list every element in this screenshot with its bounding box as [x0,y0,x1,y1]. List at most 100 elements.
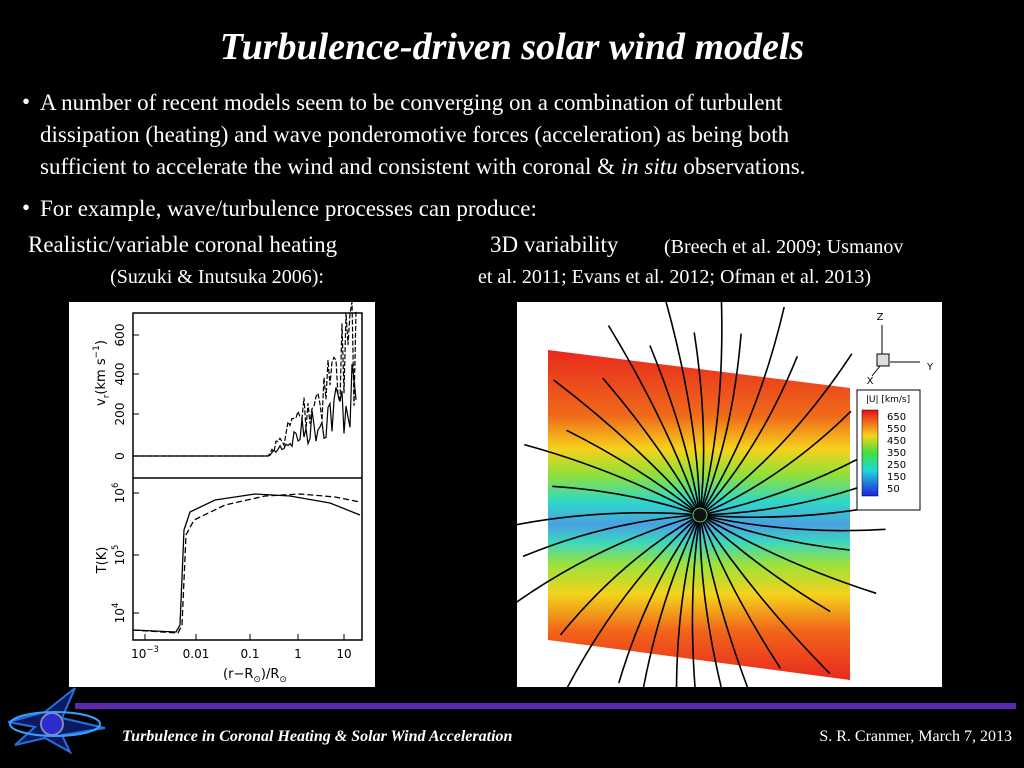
field-line [524,443,701,516]
figure-label: 150 [887,472,906,483]
field-line [699,514,850,551]
field-line [699,514,749,687]
bullet-line: For example, wave/turbulence processes c… [40,196,537,221]
bullet-line: sufficient to accelerate the wind and co… [40,155,805,178]
tick-exp: −3 [146,644,158,654]
field-line [602,377,701,516]
label-part: )/R [261,667,279,682]
field-line [699,514,722,687]
figure-label: 0.1 [240,647,259,661]
tick-exp: 4 [110,603,120,608]
axis-triad [871,325,920,377]
figure-label: 1 [294,647,302,661]
axis-label: (r−R⊙)/R⊙ [223,667,287,685]
field-line [691,514,701,687]
logo [7,687,106,755]
figure-label: 10 [336,647,351,661]
bullet-marker: • [22,89,31,114]
field-line [699,514,782,669]
figure-label: 0 [113,452,127,460]
figure-label: 0.01 [183,647,210,661]
field-line [566,429,701,516]
field-line [618,514,701,684]
field-lines [517,302,919,687]
figure-label: X [867,376,874,387]
field-line [642,514,701,687]
label-part: ) [94,340,109,345]
label-sub: ⊙ [279,675,287,685]
bullet-line: dissipation (heating) and wave ponderomo… [40,122,790,147]
field-line [607,325,701,516]
tick-base: 10 [113,488,127,503]
field-line [517,511,701,526]
field-line [559,514,701,636]
left-figure [69,302,375,687]
field-line [699,410,852,516]
field-line [699,306,785,516]
field-line [566,514,701,687]
field-line [552,485,701,516]
color-bar [861,409,879,497]
velocity-curve [133,301,357,457]
figure-label: 200 [113,403,127,426]
footer-credit: S. R. Cranmer, March 7, 2013 [819,728,1012,745]
label-part: v [94,398,109,406]
panel-caption: 3D variability [490,232,619,257]
tick-label: 10−3 [131,644,159,661]
tick-label: 105 [110,545,127,566]
plot-frame [132,312,363,641]
slide-title: Turbulence-driven solar wind models [219,26,805,68]
field-line [675,514,701,687]
panel-citation: et al. 2011; Evans et al. 2012; Ofman et… [478,266,872,288]
field-line [553,379,701,516]
plot-curves [132,301,361,634]
figure-label: 350 [887,448,906,459]
label-part: (r−R [223,667,253,682]
field-line [522,514,701,558]
label-sub: ⊙ [253,675,261,685]
tick-exp: 6 [110,483,120,488]
figure-label: T(K) [95,547,110,575]
figure-label: Z [877,312,884,323]
panel-citation: (Suzuki & Inutsuka 2006): [110,266,324,288]
axis-label: vr(km s−1) [92,340,112,406]
label-sub: r [102,394,112,398]
figure-label: 650 [887,412,906,423]
temperature-curve [132,493,361,634]
field-line [699,353,853,516]
figure-label: 600 [113,324,127,347]
figure-label: 400 [113,363,127,386]
field-line [699,514,886,532]
sun [692,507,708,523]
field-line [649,345,701,516]
velocity-curve [133,364,357,457]
tick-base: 10 [113,608,127,623]
temperature-curve [132,493,361,633]
figure-label: 50 [887,484,900,495]
bullet-line: A number of recent models seem to be con… [40,90,783,115]
bullet-marker: • [22,195,31,220]
field-line [665,302,701,516]
figure-label: 550 [887,424,906,435]
figure-label: Y [926,362,934,373]
field-line [517,514,701,603]
panel-citation: (Breech et al. 2009; Usmanov [664,236,904,258]
field-line [699,514,877,595]
field-line [699,514,831,613]
tick-base: 10 [131,647,146,661]
figure-label: 250 [887,460,906,471]
tick-label: 104 [110,603,127,624]
field-line [699,333,742,516]
panel-caption: Realistic/variable coronal heating [28,232,338,257]
footer-title: Turbulence in Coronal Heating & Solar Wi… [122,728,513,745]
field-line [699,355,799,516]
tick-label: 106 [110,483,127,504]
text-run: observations. [677,154,806,179]
field-line [693,332,705,516]
figure-label: |U| [km/s] [866,395,910,405]
label-sup: −1 [92,345,102,358]
tick-exp: 5 [110,545,120,550]
text-run: sufficient to accelerate the wind and co… [40,154,621,179]
